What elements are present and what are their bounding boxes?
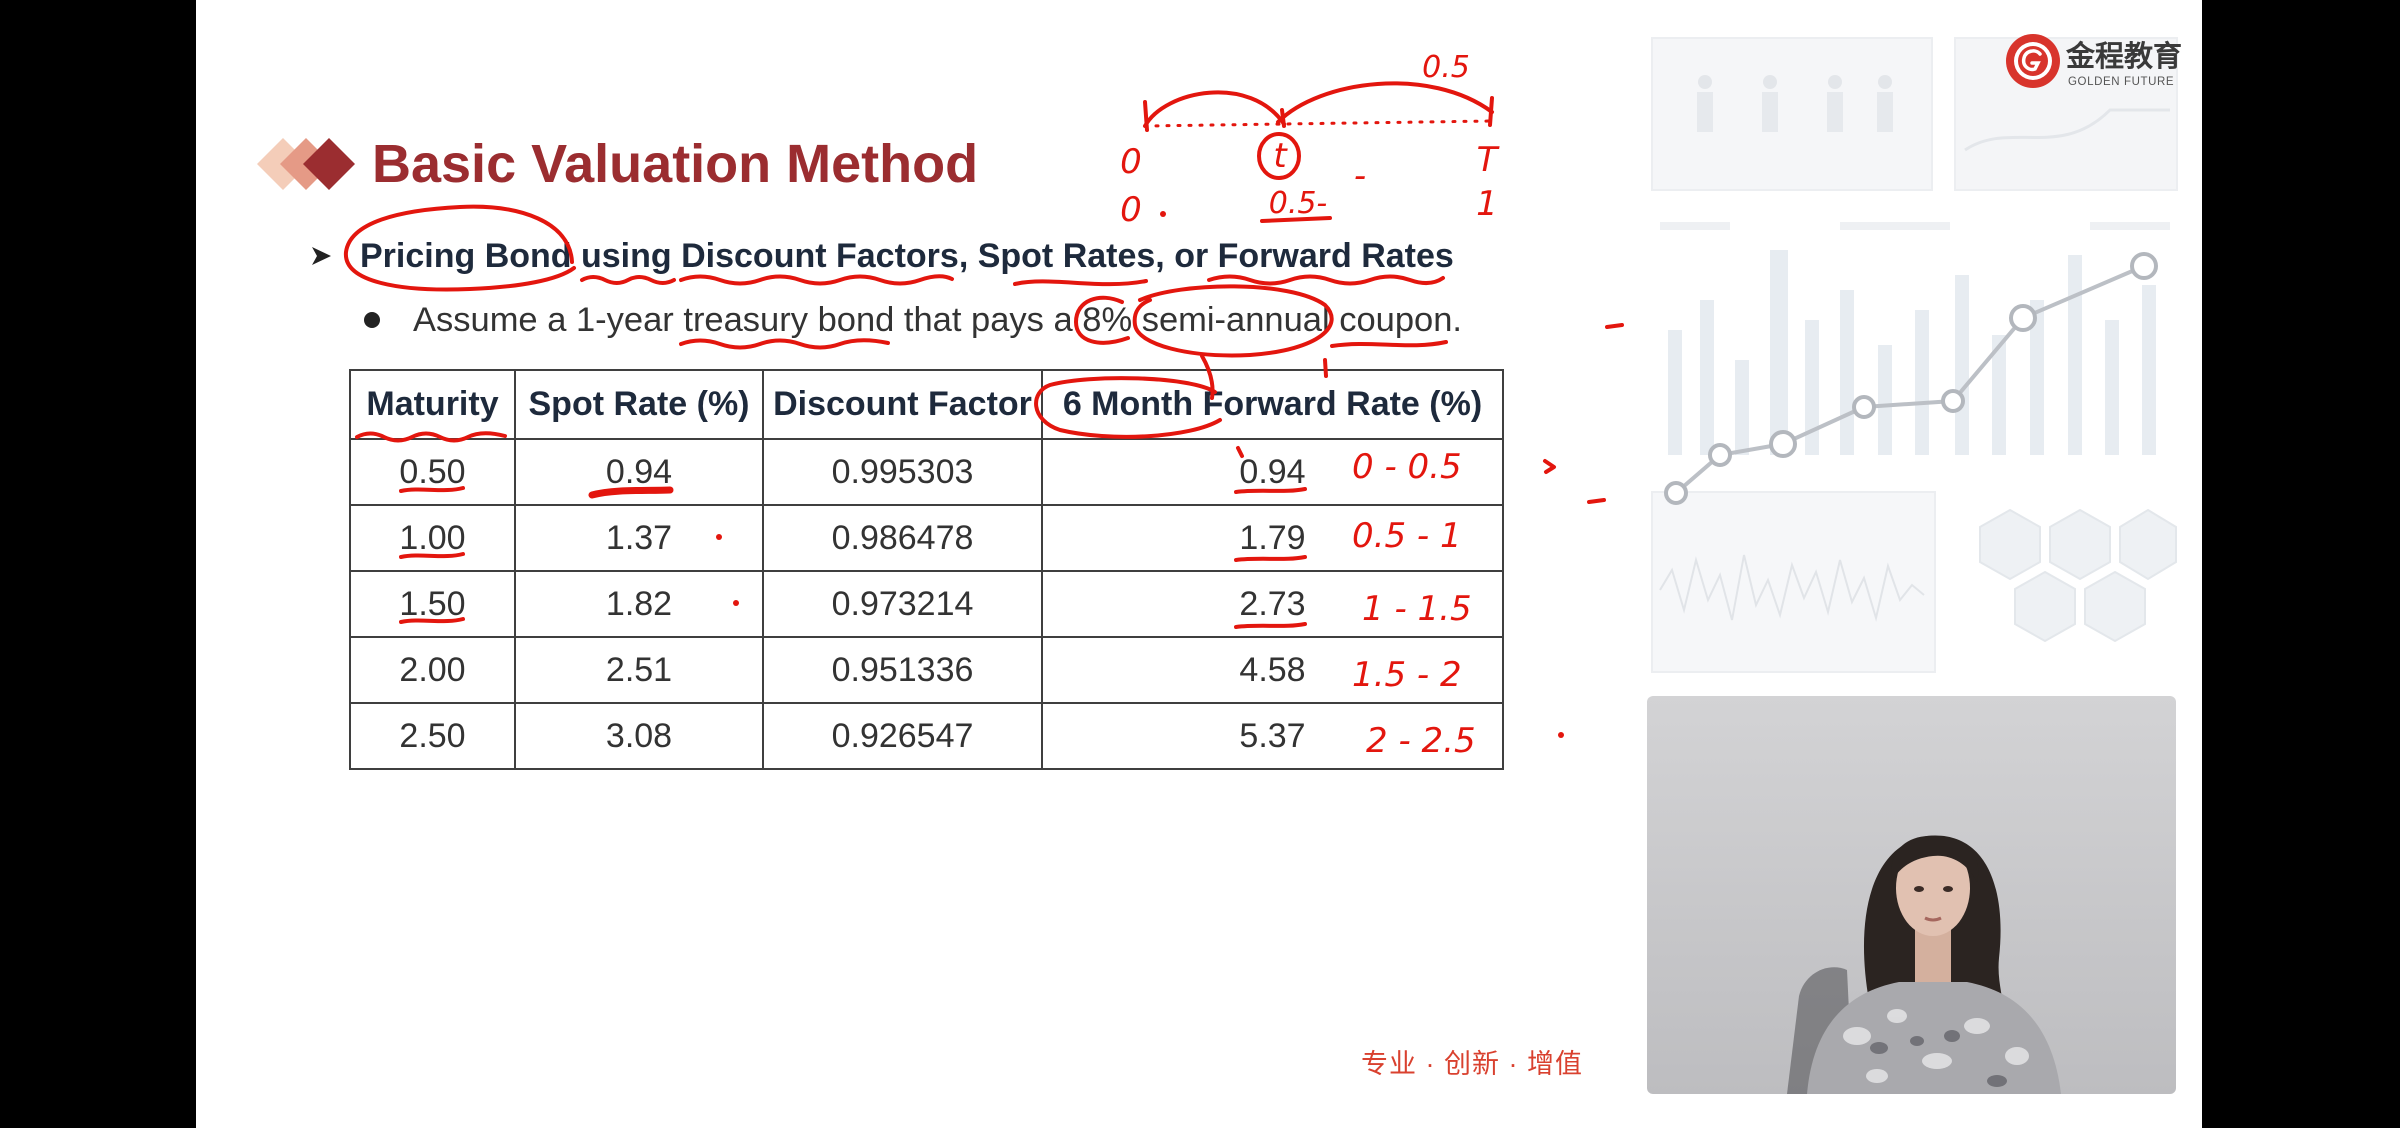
cell-forward-rate: 5.37 [1041, 702, 1504, 770]
dot-bullet-icon [364, 312, 380, 328]
table-header-row: Maturity Spot Rate (%) Discount Factor 6… [349, 369, 1504, 440]
header-discount-factor: Discount Factor [762, 369, 1043, 440]
hw-forward-period: 0.5 - 1 [1352, 516, 1462, 556]
table-row: 1.00 1.37 0.986478 1.79 [349, 504, 1504, 572]
cell-discount-factor: 0.973214 [762, 570, 1043, 638]
hw-forward-period: 2 - 2.5 [1366, 721, 1476, 761]
cell-discount-factor: 0.951336 [762, 636, 1043, 704]
header-maturity: Maturity [349, 369, 516, 440]
table-row: 2.00 2.51 0.951336 4.58 [349, 636, 1504, 704]
hw-timeline-top-label: 0.5 [1422, 50, 1470, 85]
cell-forward-rate: 0.94 [1041, 438, 1504, 506]
hw-timeline-label: - [1353, 156, 1367, 196]
presenter-video [1647, 696, 2176, 1094]
hw-forward-period: 1 - 1.5 [1362, 589, 1472, 629]
logo-name-en: GOLDEN FUTURE [2068, 76, 2175, 88]
table-row: 0.50 0.94 0.995303 0.94 [349, 438, 1504, 506]
footer-slogan: 专业 · 创新 · 增值 [1361, 1049, 1583, 1079]
cell-maturity: 2.00 [349, 636, 516, 704]
cell-maturity: 0.50 [349, 438, 516, 506]
hw-timeline-label: 0 [1120, 142, 1142, 182]
table-row: 1.50 1.82 0.973214 2.73 [349, 570, 1504, 638]
hw-forward-period: 1.5 - 2 [1352, 655, 1462, 695]
hw-timeline-label: 0.5- [1268, 186, 1328, 221]
header-forward-rate: 6 Month Forward Rate (%) [1041, 369, 1504, 440]
arrow-bullet-icon [312, 247, 331, 265]
cell-spot-rate: 2.51 [514, 636, 764, 704]
hw-timeline-label: 1 [1476, 184, 1498, 224]
table-row: 2.50 3.08 0.926547 5.37 [349, 702, 1504, 770]
sub-bullet-text: Assume a 1-year treasury bond that pays … [413, 301, 1462, 339]
logo-name-cn: 金程教育 [2066, 41, 2183, 73]
slide-title: Basic Valuation Method [372, 134, 979, 194]
cell-maturity: 1.50 [349, 570, 516, 638]
hw-timeline-label: t [1273, 136, 1287, 176]
hw-timeline-label: T [1476, 140, 1498, 180]
golden-future-seal-icon [2006, 34, 2060, 88]
cell-spot-rate: 3.08 [514, 702, 764, 770]
diamond-stack-icon [257, 138, 355, 190]
cell-forward-rate: 4.58 [1041, 636, 1504, 704]
hw-forward-period: 0 - 0.5 [1352, 447, 1462, 487]
main-bullet-text: Pricing Bond using Discount Factors, Spo… [360, 237, 1454, 275]
cell-spot-rate: 1.37 [514, 504, 764, 572]
cell-maturity: 2.50 [349, 702, 516, 770]
cell-maturity: 1.00 [349, 504, 516, 572]
cell-discount-factor: 0.986478 [762, 504, 1043, 572]
cell-discount-factor: 0.995303 [762, 438, 1043, 506]
cell-discount-factor: 0.926547 [762, 702, 1043, 770]
hw-timeline-label: 0 [1120, 190, 1142, 230]
header-spot-rate: Spot Rate (%) [514, 369, 764, 440]
cell-spot-rate: 1.82 [514, 570, 764, 638]
cell-spot-rate: 0.94 [514, 438, 764, 506]
rates-table: Maturity Spot Rate (%) Discount Factor 6… [349, 369, 1504, 770]
presenter-figure [1787, 835, 2061, 1094]
